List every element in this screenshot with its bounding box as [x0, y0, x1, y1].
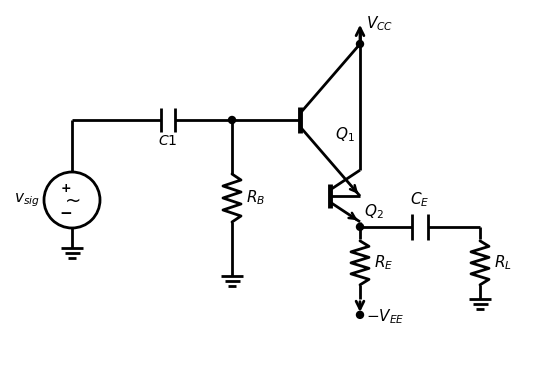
Circle shape: [357, 311, 363, 318]
Text: $R_L$: $R_L$: [494, 253, 512, 272]
Text: $Q_2$: $Q_2$: [364, 202, 384, 221]
Text: $R_E$: $R_E$: [374, 253, 393, 272]
Text: +: +: [61, 182, 71, 196]
Text: $C_E$: $C_E$: [410, 190, 430, 209]
Text: $Q_1$: $Q_1$: [335, 125, 355, 144]
Text: $v_{sig}$: $v_{sig}$: [14, 191, 40, 209]
Circle shape: [357, 40, 363, 47]
Circle shape: [228, 116, 235, 123]
Circle shape: [357, 223, 363, 230]
Text: $R_B$: $R_B$: [246, 189, 265, 207]
Text: ~: ~: [65, 192, 81, 211]
Text: −: −: [60, 206, 73, 220]
Text: $V_{CC}$: $V_{CC}$: [366, 15, 393, 33]
Text: $-V_{EE}$: $-V_{EE}$: [366, 308, 405, 326]
Text: $C1$: $C1$: [158, 134, 177, 148]
